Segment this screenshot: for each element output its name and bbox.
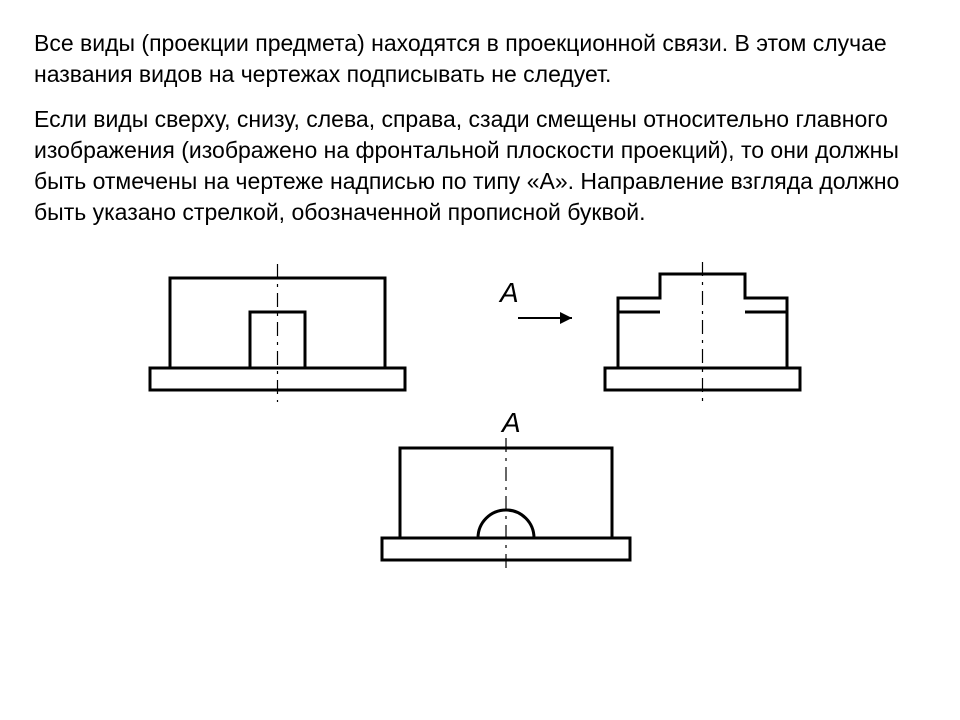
svg-text:А: А [500, 407, 521, 438]
views-diagram: АА [120, 242, 840, 582]
paragraph-2: Если виды сверху, снизу, слева, справа, … [34, 104, 926, 228]
paragraph-1: Все виды (проекции предмета) находятся в… [34, 28, 926, 90]
svg-text:А: А [498, 277, 519, 308]
page-root: Все виды (проекции предмета) находятся в… [0, 0, 960, 592]
diagram-container: АА [34, 242, 926, 582]
